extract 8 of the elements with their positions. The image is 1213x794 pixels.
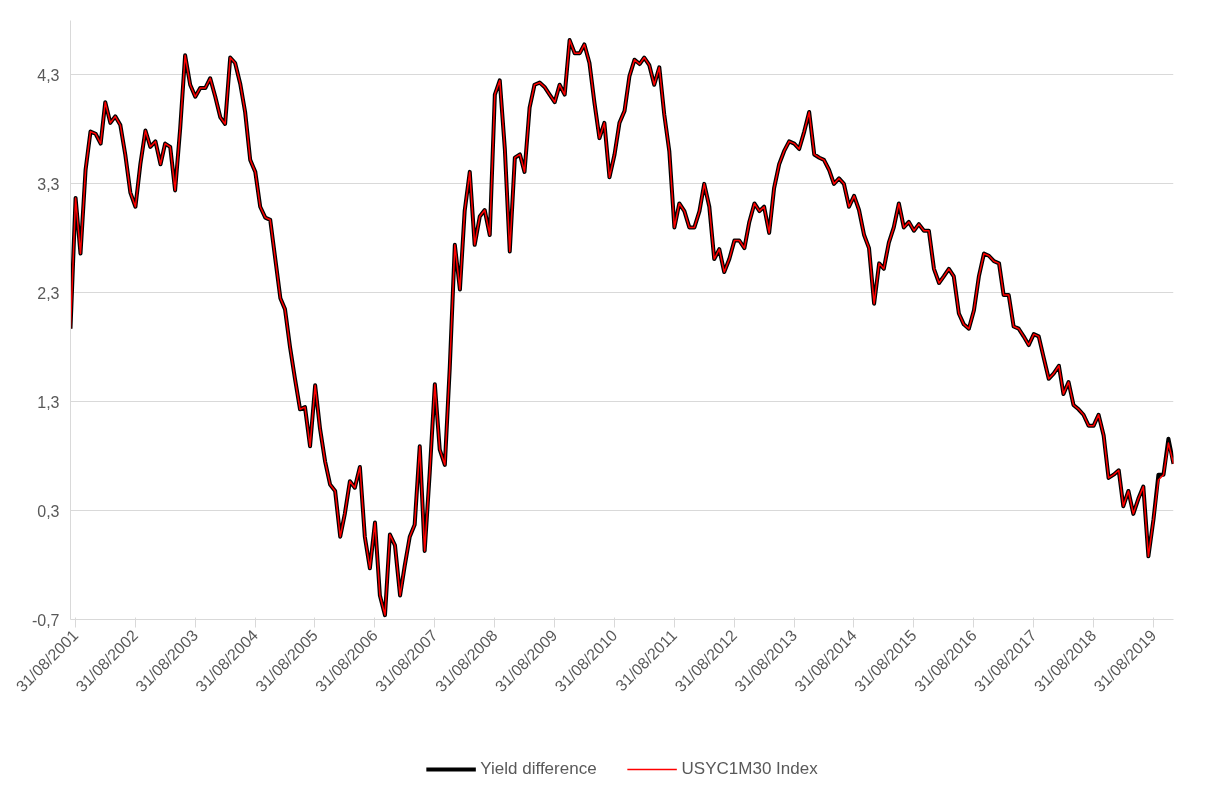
y-tick-label: 4,3 xyxy=(37,66,60,84)
legend-label: Yield difference xyxy=(480,759,597,779)
y-tick-label: -0,7 xyxy=(31,611,60,629)
y-tick-label: 1,3 xyxy=(37,393,60,411)
y-tick-label: 2,3 xyxy=(37,284,60,302)
y-tick-label: 3,3 xyxy=(37,175,60,193)
legend-label: USYC1M30 Index xyxy=(681,759,818,779)
y-tick-label: 0,3 xyxy=(37,502,60,520)
